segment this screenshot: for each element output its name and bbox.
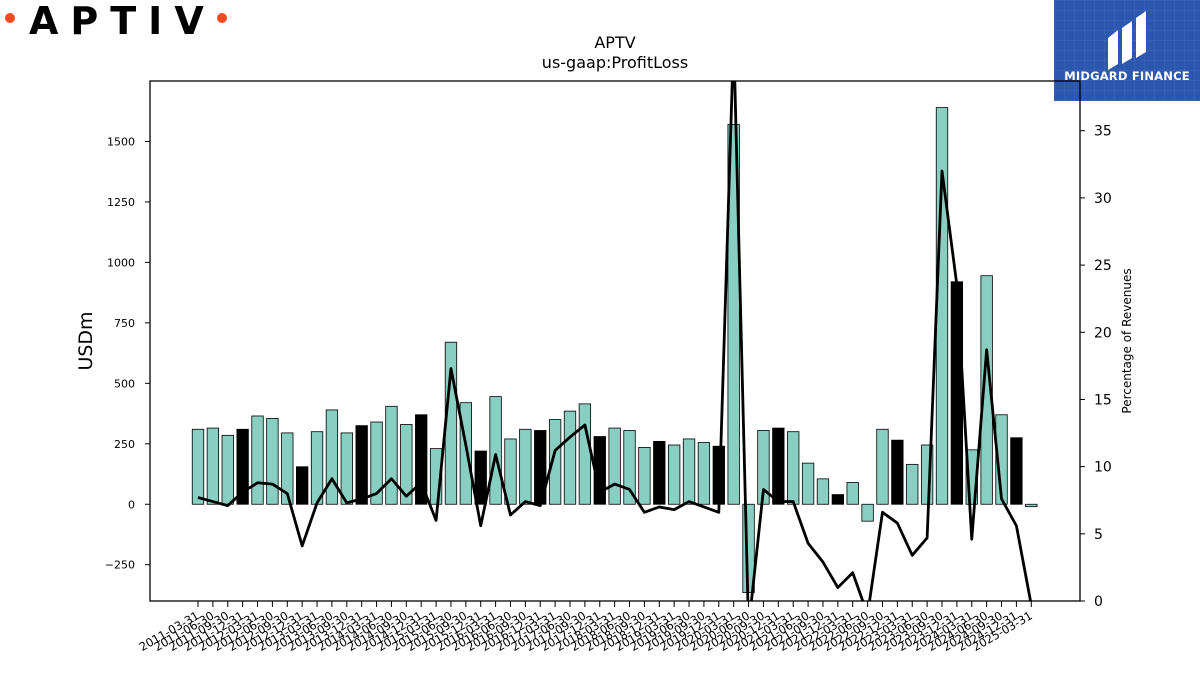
midgard-logo-icon <box>1108 11 1146 70</box>
bar <box>891 439 904 505</box>
bar <box>1010 437 1023 505</box>
y2-tick-label: 25 <box>1094 258 1112 274</box>
bar <box>548 419 562 505</box>
bar <box>429 448 443 505</box>
bar <box>489 396 502 505</box>
bar <box>578 403 592 505</box>
bar <box>995 414 1008 505</box>
bar <box>504 438 517 505</box>
bar <box>296 466 309 505</box>
bar <box>697 442 711 505</box>
bar <box>563 410 577 505</box>
bar <box>266 417 279 505</box>
bar <box>415 414 428 505</box>
bar <box>221 434 234 505</box>
y2-tick-label: 15 <box>1094 392 1112 408</box>
bar <box>206 427 220 505</box>
bar <box>623 430 636 505</box>
bar <box>846 482 859 505</box>
bar <box>816 478 830 505</box>
bar <box>1025 503 1038 508</box>
bar <box>251 415 264 505</box>
y-tick-label: −250 <box>105 559 135 572</box>
logo-text: APTIV <box>29 0 216 40</box>
series-line <box>197 81 1032 601</box>
bar <box>459 402 472 505</box>
bar <box>191 428 205 505</box>
chart-title: APTV <box>594 33 635 52</box>
y2-axis-label: Percentage of Revenues <box>1120 268 1134 413</box>
bar <box>370 421 383 505</box>
y-axis-ticks: −250 0 250 500 750 1000 1250 1500 <box>105 135 150 572</box>
bar-series <box>191 107 1038 593</box>
bar <box>340 432 353 505</box>
y-tick-label: 750 <box>114 317 135 330</box>
bar <box>519 428 532 505</box>
logo-dot-right <box>217 13 227 23</box>
y2-axis-ticks: 0 5 10 15 20 25 30 35 <box>1080 124 1112 610</box>
y-axis-label: USDm <box>75 311 97 370</box>
y2-tick-label: 35 <box>1094 124 1112 140</box>
y-tick-label: 250 <box>114 438 135 451</box>
bar <box>310 431 324 505</box>
percent-of-revenue-series <box>197 81 1032 601</box>
bar <box>831 494 844 505</box>
bar <box>653 440 666 505</box>
y2-tick-label: 30 <box>1094 191 1112 207</box>
bar <box>935 107 949 505</box>
x-axis-ticks: 2011-03-312011-06-302011-09-302011-12-31… <box>137 601 1035 654</box>
y-tick-label: 0 <box>128 498 135 511</box>
bar <box>980 275 993 505</box>
bar <box>668 444 681 505</box>
bar <box>787 431 800 505</box>
y2-tick-label: 10 <box>1094 460 1112 476</box>
aptiv-logo: APTIV <box>5 0 227 40</box>
y2-tick-label: 0 <box>1094 594 1103 610</box>
bar <box>474 450 487 505</box>
midgard-finance-badge: MIDGARD FINANCE <box>1054 0 1200 101</box>
bar <box>682 438 696 505</box>
y-tick-label: 500 <box>114 377 135 390</box>
bar <box>757 430 770 505</box>
bar <box>608 427 621 505</box>
bar <box>400 424 413 505</box>
y-tick-label: 1250 <box>107 196 135 209</box>
bar <box>325 409 339 505</box>
bar <box>906 463 919 505</box>
logo-dot-left <box>5 13 15 23</box>
y2-tick-label: 20 <box>1094 325 1112 341</box>
y-tick-label: 1000 <box>107 256 135 269</box>
brand-name: MIDGARD FINANCE <box>1064 69 1190 83</box>
bar <box>876 428 889 505</box>
bar <box>638 447 651 505</box>
bar <box>772 427 785 505</box>
bar <box>385 405 398 505</box>
bar <box>801 462 815 505</box>
bar <box>355 425 368 505</box>
bar <box>861 503 874 522</box>
bar <box>236 428 249 505</box>
bar <box>281 432 294 505</box>
bar <box>950 281 964 505</box>
y-tick-label: 1500 <box>107 135 135 148</box>
y2-tick-label: 5 <box>1094 527 1103 543</box>
chart-subtitle: us-gaap:ProfitLoss <box>542 53 688 72</box>
